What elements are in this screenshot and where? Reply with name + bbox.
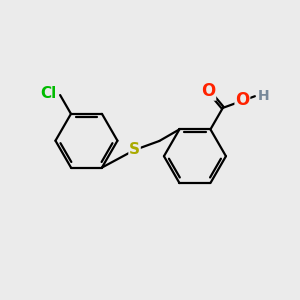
Text: H: H (257, 88, 269, 103)
Text: S: S (129, 142, 140, 158)
Text: O: O (201, 82, 215, 100)
Text: Cl: Cl (40, 86, 56, 101)
Text: O: O (235, 92, 250, 110)
